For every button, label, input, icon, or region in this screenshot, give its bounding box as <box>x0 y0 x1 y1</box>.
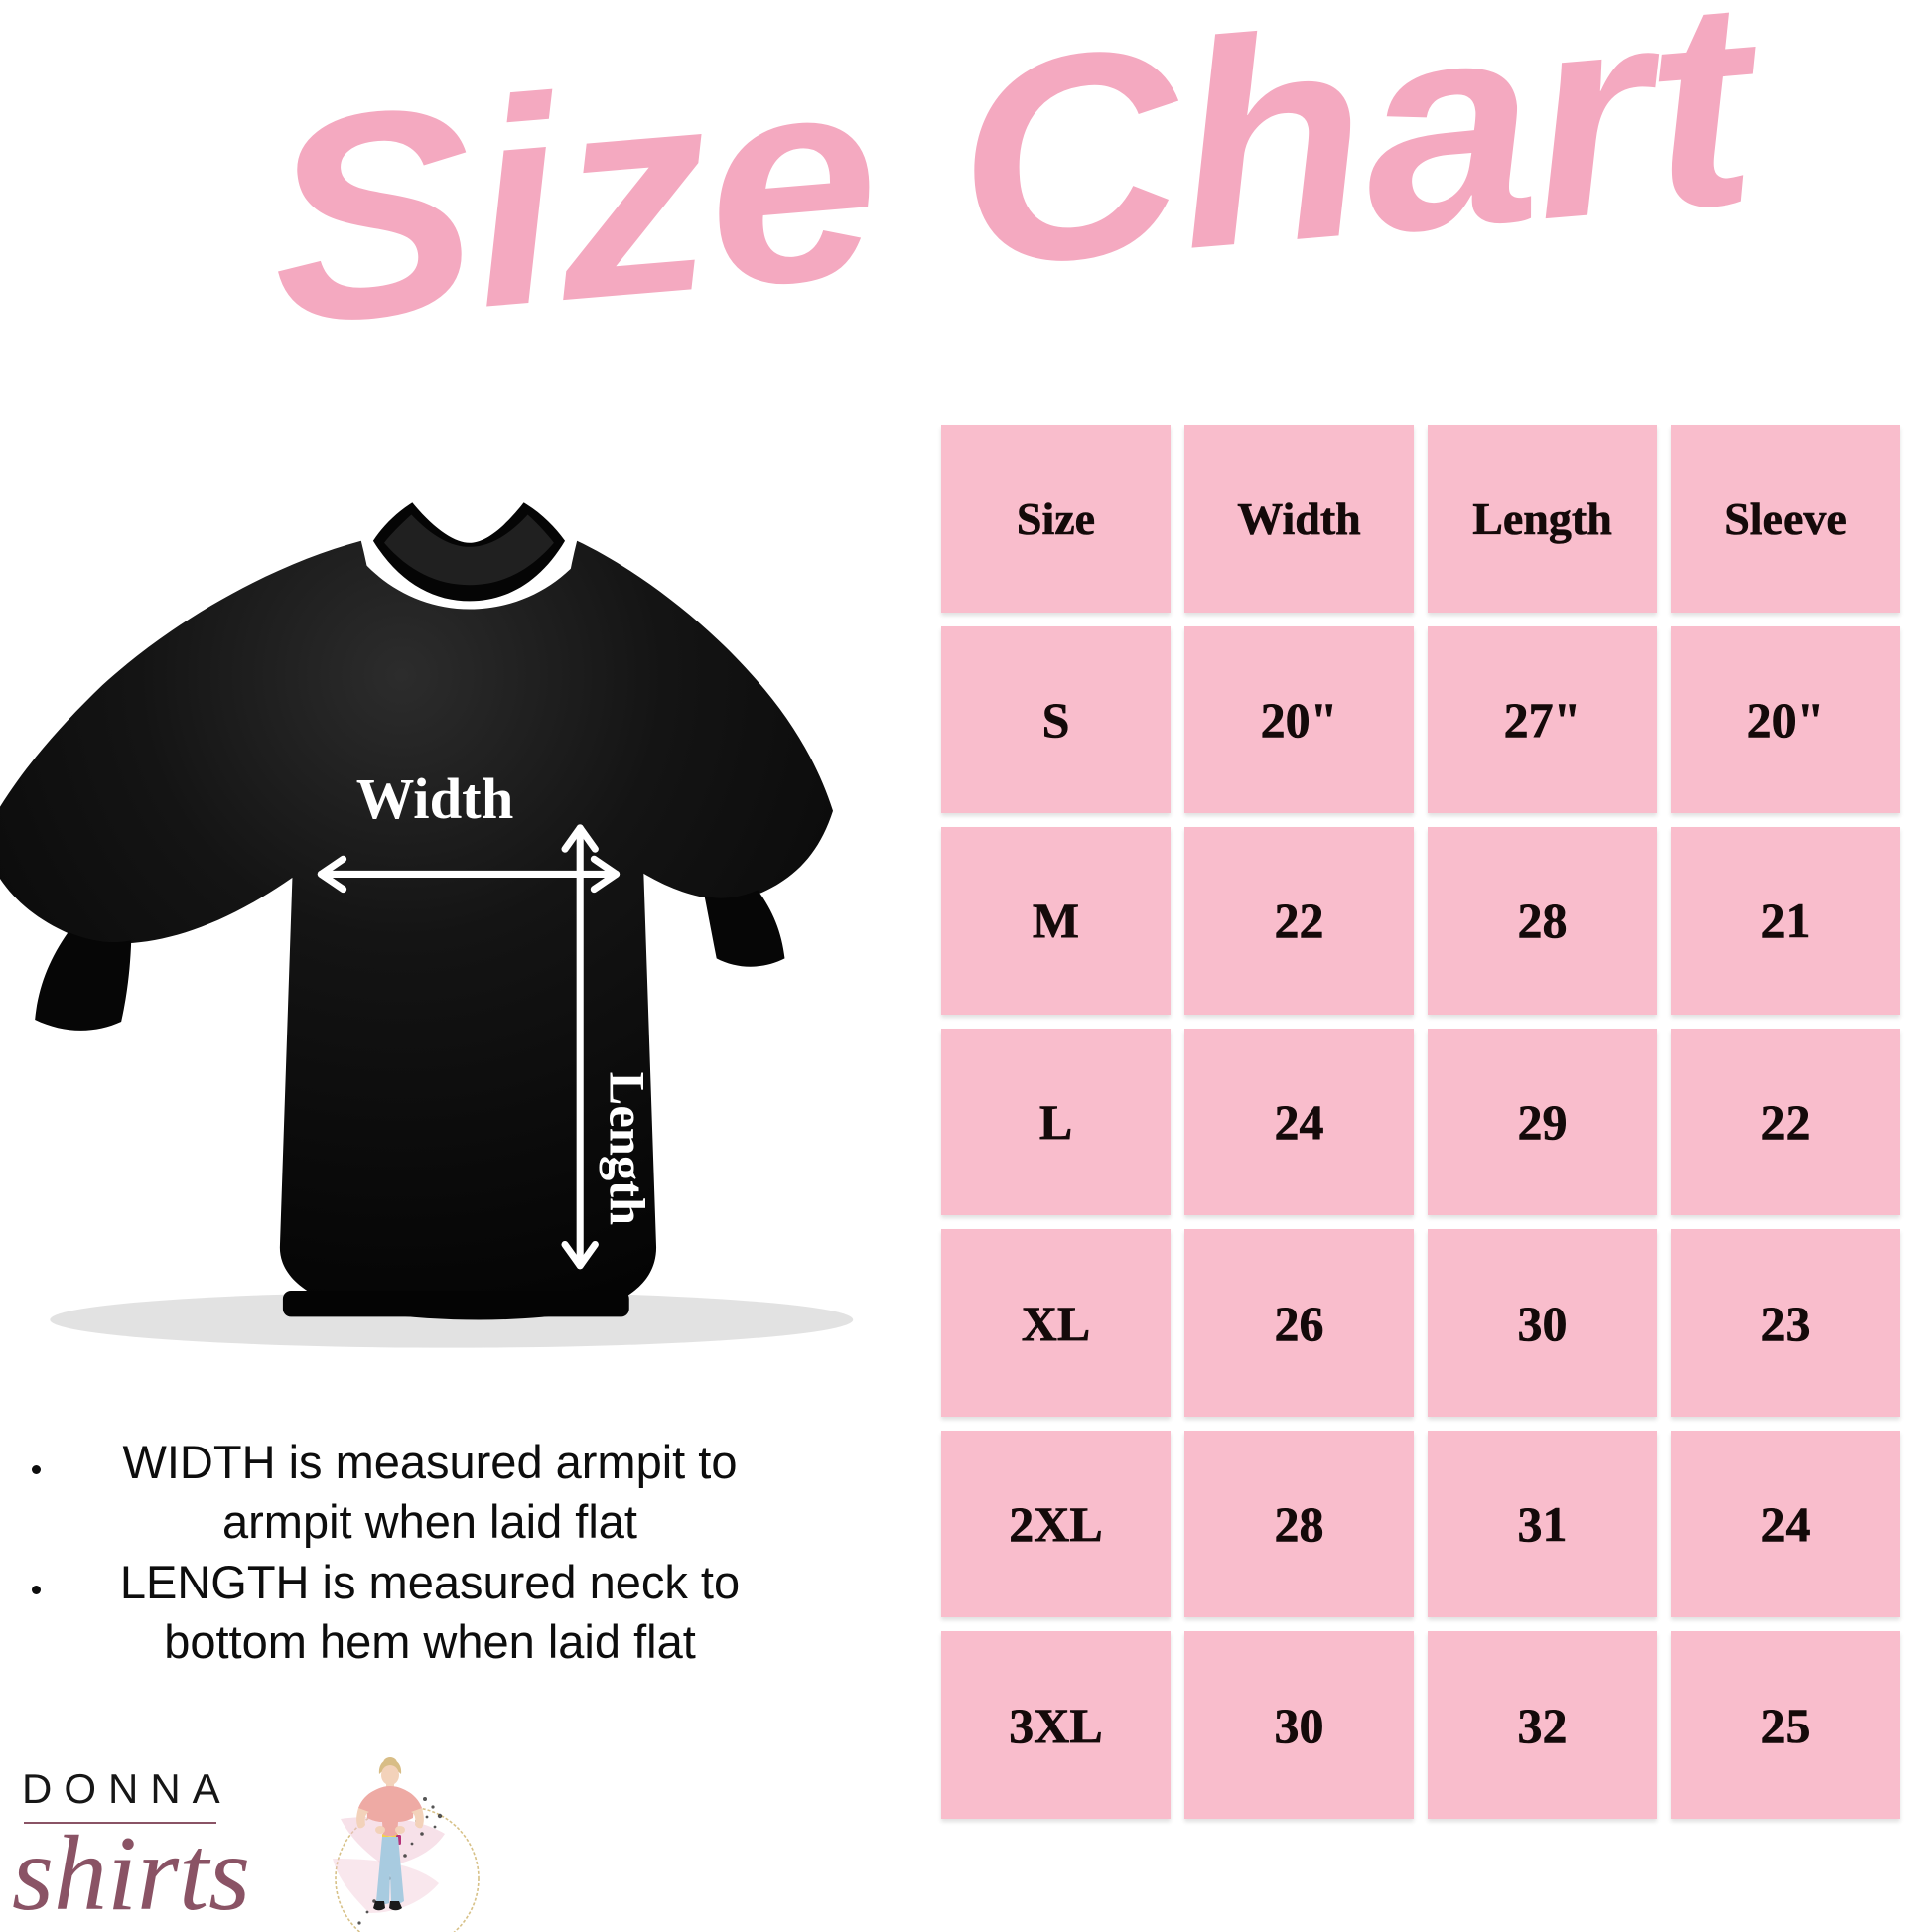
svg-text:Length: Length <box>600 1072 655 1225</box>
svg-text:Size Chart: Size Chart <box>255 0 1778 385</box>
svg-text:Width: Width <box>356 766 514 831</box>
svg-text:DONNA: DONNA <box>22 1765 232 1812</box>
svg-text:shirts: shirts <box>12 1815 250 1932</box>
